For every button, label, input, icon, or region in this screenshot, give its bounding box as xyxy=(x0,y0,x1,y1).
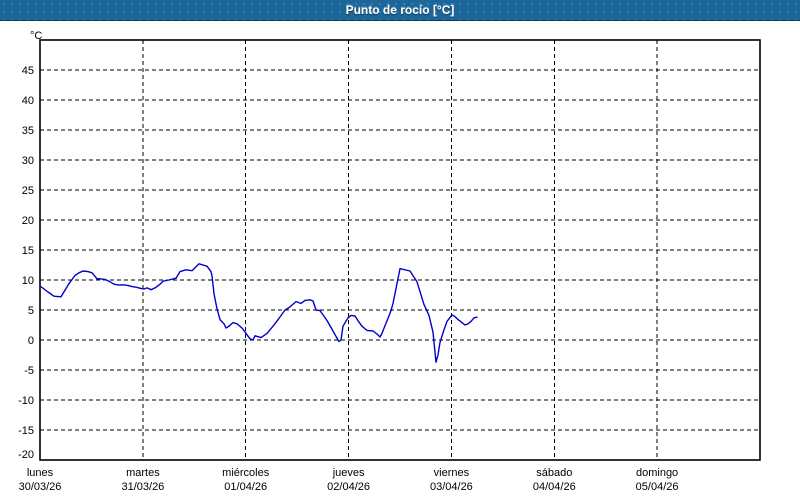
svg-text:05/04/26: 05/04/26 xyxy=(636,481,679,493)
svg-text:martes: martes xyxy=(126,467,160,479)
svg-text:-20: -20 xyxy=(18,449,34,461)
svg-text:10: 10 xyxy=(22,275,34,287)
svg-text:01/04/26: 01/04/26 xyxy=(224,481,267,493)
svg-text:04/04/26: 04/04/26 xyxy=(533,481,576,493)
svg-text:0: 0 xyxy=(28,335,34,347)
svg-text:jueves: jueves xyxy=(332,467,365,479)
svg-text:-10: -10 xyxy=(18,395,34,407)
svg-text:sábado: sábado xyxy=(536,467,572,479)
svg-text:15: 15 xyxy=(22,245,34,257)
svg-text:-15: -15 xyxy=(18,425,34,437)
svg-text:40: 40 xyxy=(22,95,34,107)
svg-text:45: 45 xyxy=(22,65,34,77)
svg-text:5: 5 xyxy=(28,305,34,317)
svg-text:35: 35 xyxy=(22,125,34,137)
svg-text:25: 25 xyxy=(22,185,34,197)
svg-text:°C: °C xyxy=(30,30,42,42)
svg-text:20: 20 xyxy=(22,215,34,227)
svg-text:viernes: viernes xyxy=(434,467,470,479)
svg-text:30: 30 xyxy=(22,155,34,167)
svg-text:lunes: lunes xyxy=(27,467,54,479)
svg-text:-5: -5 xyxy=(24,365,34,377)
svg-text:domingo: domingo xyxy=(636,467,678,479)
svg-text:30/03/26: 30/03/26 xyxy=(19,481,62,493)
svg-text:03/04/26: 03/04/26 xyxy=(430,481,473,493)
svg-text:miércoles: miércoles xyxy=(222,467,270,479)
svg-text:02/04/26: 02/04/26 xyxy=(327,481,370,493)
svg-text:31/03/26: 31/03/26 xyxy=(121,481,164,493)
